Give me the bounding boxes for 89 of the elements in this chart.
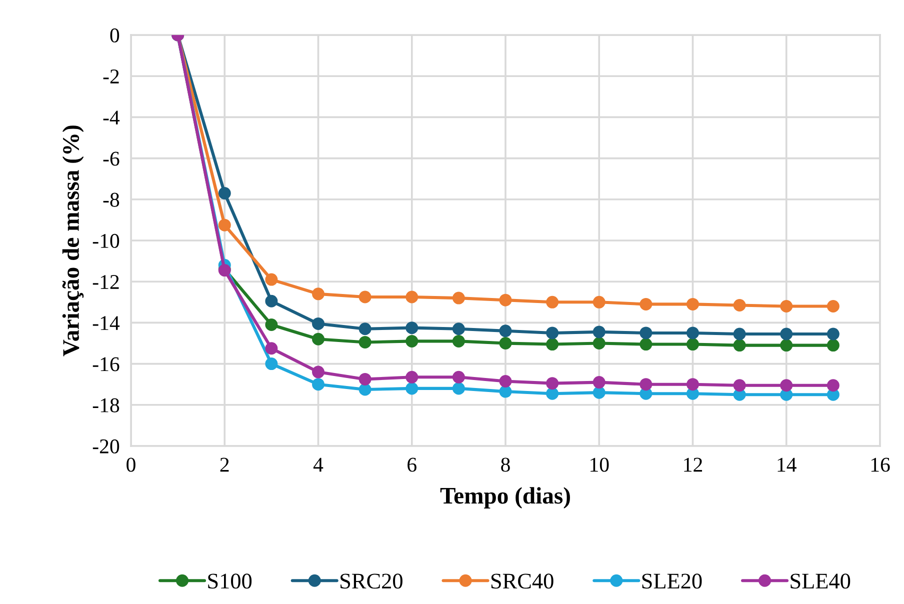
point bbox=[312, 366, 324, 378]
point bbox=[733, 339, 746, 352]
point bbox=[312, 288, 324, 300]
point bbox=[499, 385, 512, 398]
point bbox=[452, 322, 465, 336]
point bbox=[826, 300, 840, 313]
point bbox=[358, 290, 372, 304]
point bbox=[592, 296, 606, 308]
point bbox=[499, 294, 512, 306]
point bbox=[406, 334, 418, 348]
y-axis-title: Variação de massa (%) bbox=[62, 126, 84, 356]
y-tick-label: -2 bbox=[103, 70, 119, 84]
point bbox=[733, 379, 746, 392]
point bbox=[312, 332, 324, 346]
y-tick-label: -14 bbox=[92, 316, 120, 330]
point bbox=[686, 298, 699, 310]
point bbox=[733, 328, 746, 340]
point bbox=[546, 338, 559, 351]
legend-label: SRC20 bbox=[340, 574, 402, 589]
legend-label: SRC40 bbox=[491, 574, 554, 589]
point bbox=[265, 358, 278, 370]
x-tick-label: 12 bbox=[684, 458, 702, 472]
y-tick-label: -16 bbox=[92, 357, 120, 372]
point bbox=[592, 326, 606, 338]
point bbox=[452, 382, 465, 395]
x-tick-label: 0 bbox=[126, 458, 136, 472]
point bbox=[780, 300, 793, 313]
x-tick-label: 4 bbox=[313, 458, 324, 472]
point bbox=[218, 186, 231, 200]
point bbox=[358, 336, 372, 348]
y-tick-label: 0 bbox=[110, 28, 120, 42]
point bbox=[452, 370, 465, 384]
point bbox=[218, 218, 231, 232]
x-tick-label: 8 bbox=[501, 458, 510, 472]
point bbox=[686, 378, 699, 391]
x-tick-label: 14 bbox=[778, 458, 796, 472]
point bbox=[312, 317, 324, 330]
point bbox=[780, 328, 793, 340]
point bbox=[406, 370, 418, 384]
y-tick-label: -10 bbox=[92, 234, 120, 248]
point bbox=[452, 292, 465, 304]
point bbox=[358, 372, 372, 386]
point bbox=[499, 375, 512, 388]
point bbox=[686, 326, 699, 340]
legend-label: SLE20 bbox=[642, 574, 702, 589]
y-tick-label: -4 bbox=[103, 110, 120, 124]
point bbox=[358, 322, 372, 336]
point bbox=[592, 386, 606, 399]
point bbox=[312, 378, 324, 391]
legend-label: SLE40 bbox=[790, 574, 850, 589]
point bbox=[265, 273, 278, 286]
point bbox=[546, 296, 559, 308]
y-tick-label: -8 bbox=[103, 192, 120, 207]
x-tick-label: 6 bbox=[408, 458, 416, 472]
point bbox=[406, 382, 418, 395]
point bbox=[265, 342, 278, 355]
point bbox=[265, 294, 278, 308]
point bbox=[499, 337, 512, 350]
point bbox=[592, 337, 606, 350]
point bbox=[265, 318, 278, 332]
legend-label: S100 bbox=[208, 574, 252, 589]
point bbox=[592, 376, 606, 389]
point bbox=[452, 334, 465, 348]
point bbox=[780, 379, 793, 392]
y-tick-label: -18 bbox=[92, 398, 120, 412]
point bbox=[406, 322, 418, 334]
point bbox=[499, 324, 512, 338]
point bbox=[640, 298, 652, 310]
point bbox=[640, 326, 652, 340]
point bbox=[640, 338, 652, 351]
point bbox=[546, 377, 559, 390]
point bbox=[780, 339, 793, 352]
y-tick-label: -20 bbox=[92, 439, 120, 454]
y-tick-label: -12 bbox=[92, 275, 119, 289]
point bbox=[406, 290, 418, 304]
point bbox=[826, 339, 840, 352]
x-tick-label: 16 bbox=[871, 458, 890, 472]
point bbox=[640, 378, 652, 391]
point bbox=[686, 338, 699, 351]
x-axis-title: Tempo (dias) bbox=[440, 487, 570, 509]
y-tick-label: -6 bbox=[103, 152, 120, 166]
x-tick-label: 2 bbox=[220, 458, 229, 472]
point bbox=[826, 379, 840, 392]
x-tick-label: 10 bbox=[590, 458, 609, 472]
point bbox=[546, 387, 559, 400]
point bbox=[546, 326, 559, 340]
point bbox=[826, 328, 840, 340]
point bbox=[733, 298, 746, 312]
point bbox=[358, 383, 372, 396]
